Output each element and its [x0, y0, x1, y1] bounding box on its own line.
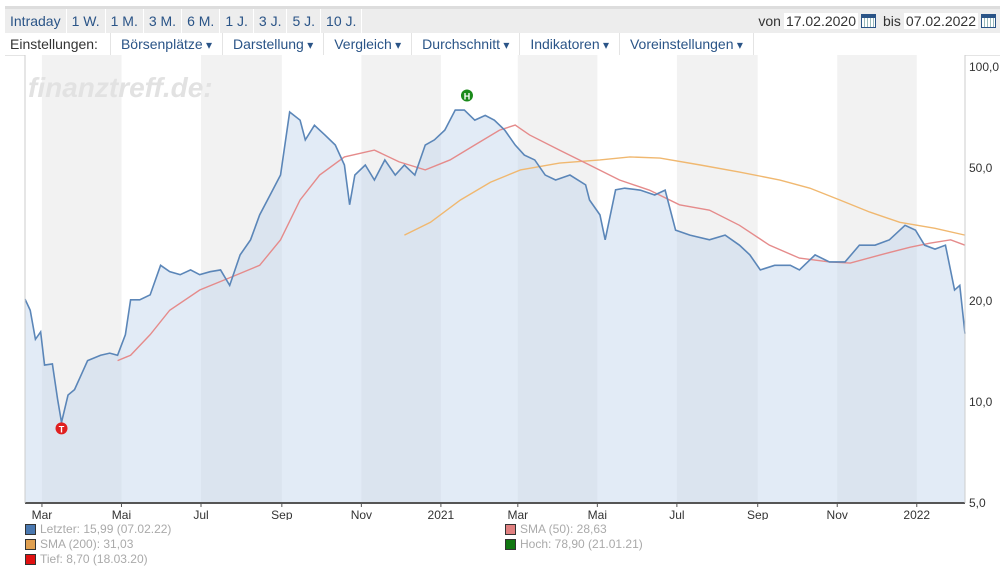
legend-last: Letzter: 15,99 (07.02.22): [25, 522, 171, 536]
tab-3j[interactable]: 3 J.: [254, 9, 288, 33]
month-band: [676, 55, 758, 503]
tab-6m[interactable]: 6 M.: [182, 9, 221, 33]
tab-3m[interactable]: 3 M.: [144, 9, 183, 33]
tab-5j[interactable]: 5 J.: [287, 9, 322, 33]
y-tick-label: 20,0: [969, 294, 993, 308]
menu-durchschnitt[interactable]: Durchschnitt: [412, 33, 521, 55]
tab-1w[interactable]: 1 W.: [67, 9, 106, 33]
y-tick-label: 50,0: [969, 161, 993, 175]
marker-label: H: [464, 91, 471, 101]
menu-voreinstellungen[interactable]: Voreinstellungen: [620, 33, 754, 55]
low-marker: [55, 422, 68, 435]
x-tick-label: 2021: [428, 508, 455, 520]
legend-swatch: [25, 523, 36, 535]
legend-text: SMA (200): 31,03: [40, 537, 134, 551]
legend-low: Tief: 8,70 (18.03.20): [25, 552, 148, 566]
y-tick-label: 5,0: [969, 496, 986, 510]
legend-text: SMA (50): 28,63: [520, 522, 607, 536]
to-label: bis: [883, 13, 901, 29]
menu-vergleich[interactable]: Vergleich: [324, 33, 413, 55]
x-tick-label: Mai: [112, 508, 131, 520]
legend-swatch: [505, 538, 516, 550]
x-tick-label: Sep: [747, 508, 769, 520]
x-tick-label: Jul: [669, 508, 684, 520]
price-area: [25, 110, 965, 503]
y-tick-label: 10,0: [969, 395, 993, 409]
series-line-letzter: [24, 109, 966, 423]
month-band: [201, 55, 282, 503]
tab-intraday[interactable]: Intraday: [5, 9, 67, 33]
x-tick-label: Mai: [588, 508, 607, 520]
period-tabs: Intraday 1 W. 1 M. 3 M. 6 M. 1 J. 3 J. 5…: [5, 6, 1000, 33]
date-range: von 17.02.2020 bis 07.02.2022: [758, 9, 996, 33]
plot-background: [25, 55, 965, 503]
x-tick-label: Nov: [827, 508, 848, 520]
y-tick-label: 100,0: [969, 60, 999, 74]
legend-high: Hoch: 78,90 (21.01.21): [505, 537, 643, 551]
to-date-input[interactable]: 07.02.2022: [903, 13, 978, 29]
legend-text: Tief: 8,70 (18.03.20): [40, 552, 148, 566]
x-tick-label: Mar: [32, 508, 53, 520]
menu-boersenplaetze[interactable]: Börsenplätze: [111, 33, 224, 55]
calendar-icon[interactable]: [981, 14, 996, 28]
legend-sma50: SMA (50): 28,63: [505, 522, 607, 536]
month-band: [41, 55, 122, 503]
x-tick-label: Sep: [271, 508, 293, 520]
high-marker: [460, 89, 473, 102]
marker-label: T: [59, 424, 65, 434]
from-label: von: [758, 13, 781, 29]
month-band: [837, 55, 917, 503]
x-tick-label: 2022: [903, 508, 930, 520]
legend-sma200: SMA (200): 31,03: [25, 537, 133, 551]
menu-darstellung[interactable]: Darstellung: [223, 33, 325, 55]
settings-label: Einstellungen:: [5, 33, 111, 55]
x-tick-label: Jul: [193, 508, 208, 520]
x-tick-label: Mar: [507, 508, 528, 520]
legend-text: Hoch: 78,90 (21.01.21): [520, 537, 643, 551]
tab-1j[interactable]: 1 J.: [220, 9, 254, 33]
calendar-icon[interactable]: [861, 14, 877, 28]
legend-text: Letzter: 15,99 (07.02.22): [40, 522, 172, 536]
watermark: finanztreff.de:: [28, 72, 213, 103]
from-date-input[interactable]: 17.02.2020: [783, 13, 859, 29]
price-chart: T H Mar Mai Jul Sep Nov 2021 Mar Mai Jul Sep Nov 202…: [24, 55, 999, 520]
settings-bar: Einstellungen: Börsenplätze Darstellung …: [5, 33, 1000, 56]
month-band: [517, 55, 598, 503]
legend-swatch: [505, 523, 516, 535]
legend-swatch: [25, 538, 36, 550]
tab-10j[interactable]: 10 J.: [321, 9, 363, 33]
x-tick-label: Nov: [351, 508, 372, 520]
legend-swatch: [25, 553, 36, 565]
menu-indikatoren[interactable]: Indikatoren: [520, 33, 620, 55]
series-line-sma200: [404, 156, 966, 236]
tab-1m[interactable]: 1 M.: [106, 9, 144, 33]
month-band: [361, 55, 441, 503]
